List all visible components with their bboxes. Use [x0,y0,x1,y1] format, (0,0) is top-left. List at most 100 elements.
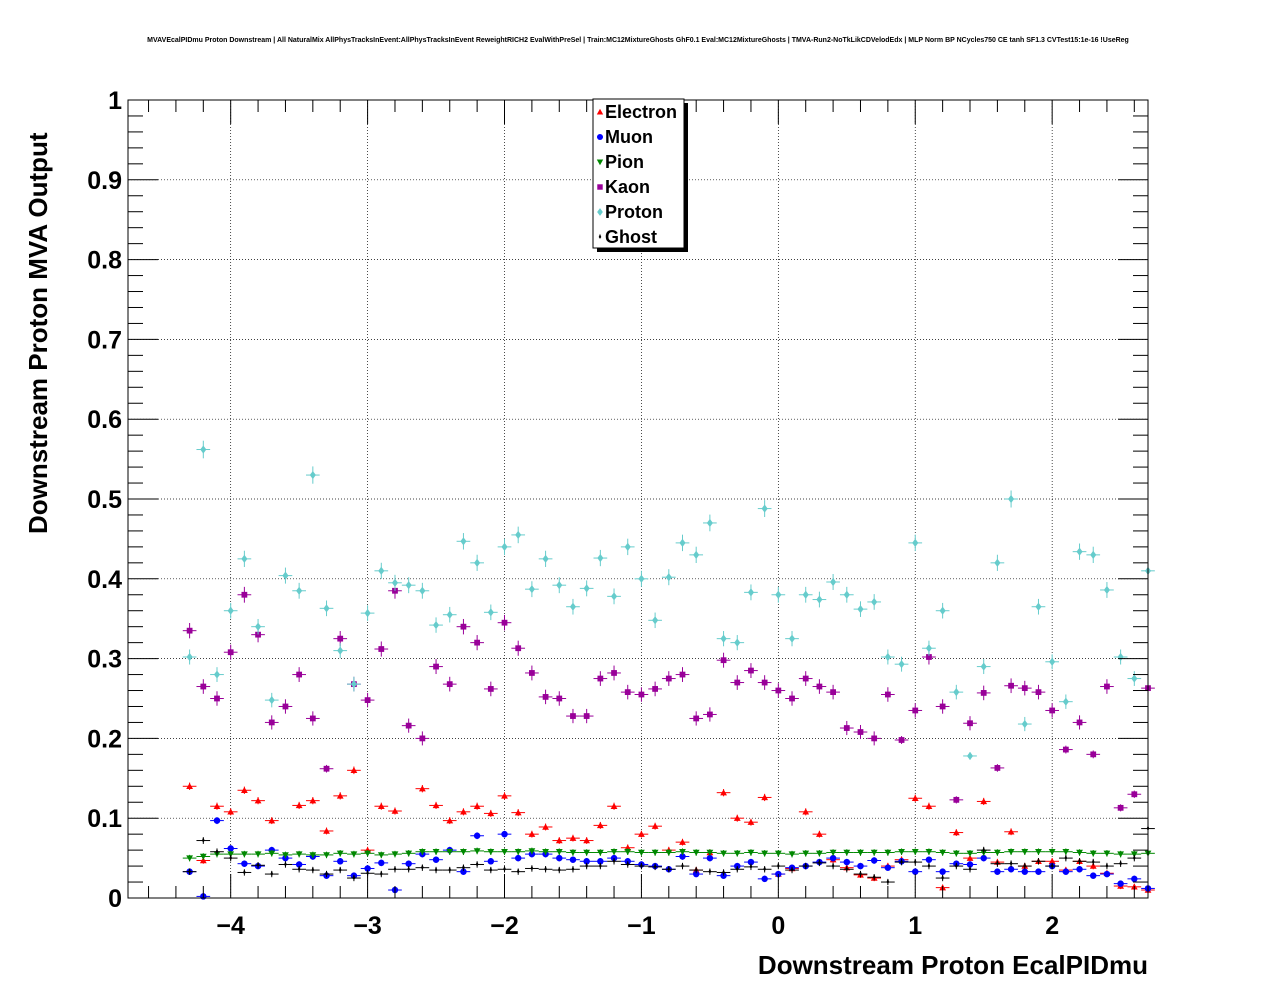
data-point [886,878,890,885]
data-point [898,737,905,743]
data-point [722,869,725,875]
data-point [788,851,796,858]
data-point [1117,880,1124,887]
data-point [282,852,289,859]
data-point [338,866,342,873]
data-point [556,854,563,862]
data-point [199,853,207,860]
x-tick-label: −3 [353,912,382,940]
data-point [638,830,645,837]
data-point [268,719,275,726]
data-point [830,577,837,587]
data-point [816,595,823,604]
data-point [980,690,987,696]
y-axis-label: Downstream Proton MVA Output [23,132,53,534]
data-point [556,581,563,590]
data-point [1090,550,1097,559]
data-point [542,823,549,830]
data-point [1021,868,1029,875]
series-kaon [182,582,1155,812]
data-point [1131,875,1138,883]
data-point [227,808,235,815]
data-point [419,735,426,742]
data-point [268,696,275,705]
data-point [391,578,399,587]
data-point [188,868,191,874]
data-point [364,697,371,703]
data-point [884,652,891,662]
data-point [1049,707,1056,714]
data-point [1037,857,1040,864]
data-point [487,848,495,856]
data-point [487,608,494,617]
data-point [200,445,207,454]
x-axis-label: Downstream Proton EcalPIDmu [758,950,1148,980]
data-point [939,868,946,875]
data-point [706,854,714,862]
data-point [679,838,686,845]
data-point [474,558,481,567]
data-point [624,844,632,851]
data-point [350,680,357,689]
data-point [1064,854,1068,861]
data-point [665,573,672,582]
data-point [1062,746,1069,753]
data-point [186,627,193,634]
data-point [1131,791,1138,798]
data-point [789,695,795,702]
data-point [748,667,754,674]
x-tick-label: −4 [216,912,245,940]
data-point [186,782,194,789]
data-point [597,675,604,682]
data-point [994,558,1001,567]
data-point [610,802,618,809]
data-point [597,858,604,865]
data-point [501,619,508,626]
data-point [802,590,809,599]
data-point [706,711,713,718]
series-proton [182,440,1155,761]
x-tick-label: 0 [771,912,785,940]
data-point [802,808,810,815]
legend-marker [596,133,604,141]
data-point [652,686,659,692]
data-point [816,683,823,690]
data-point [802,675,809,682]
data-point [475,861,479,867]
data-point [514,854,522,862]
data-point [282,703,289,710]
data-point [241,860,248,867]
data-point [763,865,767,872]
data-point [501,830,508,838]
legend-label: Proton [605,202,663,222]
data-point [1035,848,1042,856]
data-point [542,694,549,700]
data-point [501,542,508,551]
data-point [240,786,248,793]
data-point [378,646,385,652]
data-point [569,849,577,856]
data-point [460,623,467,630]
data-point [460,848,467,856]
data-point [968,865,972,872]
data-point [747,858,755,866]
data-point [1090,872,1097,879]
data-point [939,703,946,710]
data-point [201,837,205,843]
data-point [1117,804,1124,811]
data-point [432,621,440,630]
data-point [735,865,739,872]
data-point [297,865,301,872]
legend-entry-electron: Electron [596,102,677,122]
data-point [571,865,575,872]
y-tick-label: 1 [108,87,122,115]
data-point [501,792,508,799]
data-point [309,797,317,804]
data-points [182,440,1155,900]
data-point [1035,602,1042,611]
data-point [596,821,604,829]
data-point [229,854,233,861]
data-point [213,670,221,679]
data-point [843,858,851,866]
data-point [1009,860,1013,866]
